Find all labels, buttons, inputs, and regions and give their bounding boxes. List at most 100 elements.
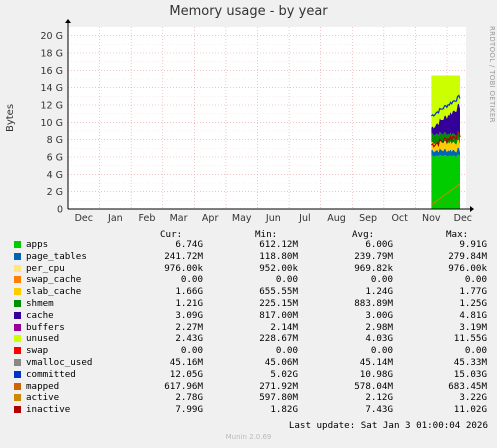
legend-series-name: swap_cache	[26, 274, 82, 286]
legend-value-max: 976.00k	[448, 262, 487, 274]
legend-value-cur: 12.05G	[169, 368, 203, 380]
legend-row-vmalloc-used: vmalloc_used 45.16M 45.06M 45.14M 45.33M	[0, 357, 497, 369]
legend-value-max: 11.02G	[453, 404, 487, 416]
legend-header-cur: Cur:	[160, 229, 183, 240]
legend-value-avg: 578.04M	[354, 380, 393, 392]
legend-row-slab-cache: slab_cache 1.66G 655.55M 1.24G 1.77G	[0, 286, 497, 298]
legend-value-avg: 969.82k	[354, 262, 393, 274]
legend-value-max: 1.25G	[459, 298, 487, 309]
legend-swatch	[14, 264, 21, 272]
x-axis-arrow	[470, 206, 474, 212]
area-apps	[431, 154, 460, 209]
legend-series-name: per_cpu	[26, 262, 65, 274]
legend-value-avg: 4.03G	[365, 333, 393, 345]
legend-series-name: vmalloc_used	[26, 357, 93, 368]
legend-row-swap-cache: swap_cache 0.00 0.00 0.00 0.00	[0, 274, 497, 286]
legend-value-cur: 6.74G	[175, 239, 203, 250]
legend-swatch	[14, 359, 21, 366]
legend-value-cur: 0.00	[180, 345, 203, 357]
legend-swatch	[14, 300, 21, 307]
x-tick-label: Sep	[359, 213, 377, 224]
legend-value-max: 9.91G	[459, 239, 487, 250]
legend-value-min: 655.55M	[259, 286, 298, 298]
legend-value-max: 1.77G	[459, 286, 487, 298]
legend-row-active: active 2.78G 597.80M 2.12G 3.22G	[0, 392, 497, 404]
y-axis-arrow	[65, 19, 71, 23]
legend-value-min: 1.82G	[270, 404, 298, 416]
x-tick-label: Jan	[107, 213, 123, 224]
legend-value-cur: 3.09G	[175, 309, 203, 321]
x-tick-label: Oct	[391, 213, 408, 224]
legend-swatch	[14, 311, 21, 319]
legend-value-cur: 976.00k	[164, 262, 203, 274]
x-tick-label: Jun	[265, 213, 281, 224]
legend-value-min: 952.00k	[259, 262, 298, 274]
legend-value-cur: 241.72M	[164, 250, 203, 262]
legend-swatch	[14, 347, 21, 355]
legend-value-avg: 1.24G	[365, 286, 393, 298]
line-inactive	[431, 130, 461, 148]
legend-value-cur: 2.78G	[175, 392, 203, 404]
legend-swatch	[14, 252, 21, 260]
legend-value-avg: 6.00G	[365, 239, 393, 250]
legend-value-avg: 3.00G	[365, 309, 393, 321]
legend-value-min: 597.80M	[259, 392, 298, 404]
chart-title: Memory usage - by year	[169, 4, 328, 19]
legend-value-min: 0.00	[275, 345, 298, 357]
y-tick-label: 0	[57, 205, 63, 216]
x-tick-label: Nov	[422, 213, 441, 224]
legend-series-name: mapped	[26, 380, 60, 392]
y-tick-label: 2 G	[47, 187, 63, 198]
y-tick-label: 10 G	[41, 118, 63, 129]
legend-value-min: 45.06M	[264, 357, 298, 368]
y-tick-label: 4 G	[47, 170, 63, 181]
legend-series-name: apps	[26, 239, 49, 250]
legend-value-max: 0.00	[464, 274, 487, 286]
legend-row-committed: committed 12.05G 5.02G 10.98G 15.03G	[0, 369, 497, 381]
y-tick-label: 20 G	[41, 31, 63, 42]
y-tick-label: 12 G	[41, 101, 63, 112]
legend-series-name: shmem	[26, 298, 54, 309]
area-unused	[431, 75, 460, 129]
legend-value-cur: 1.66G	[175, 286, 203, 298]
legend-value-max: 11.55G	[453, 333, 487, 345]
legend-series-name: page_tables	[26, 250, 87, 262]
legend-value-cur: 1.21G	[175, 298, 203, 309]
legend-value-max: 3.22G	[459, 392, 487, 404]
area-shmem	[431, 131, 460, 145]
legend-value-min: 118.80M	[259, 250, 298, 262]
legend-value-min: 228.67M	[259, 333, 298, 345]
legend-header-avg: Avg:	[352, 229, 375, 240]
legend-row-cache: cache 3.09G 817.00M 3.00G 4.81G	[0, 310, 497, 322]
legend-value-min: 817.00M	[259, 309, 298, 321]
legend-swatch	[14, 370, 21, 378]
x-tick-label: Apr	[202, 213, 219, 224]
y-tick-label: 6 G	[47, 153, 63, 164]
legend-swatch	[14, 241, 21, 248]
legend-series-name: committed	[26, 368, 76, 380]
legend-value-min: 271.92M	[259, 380, 298, 392]
x-tick-label: Mar	[170, 213, 188, 224]
y-tick-label: 8 G	[47, 135, 63, 146]
legend-value-min: 2.14M	[270, 321, 298, 333]
x-tick-label: Feb	[139, 213, 156, 224]
legend-row-apps: apps 6.74G 612.12M 6.00G 9.91G	[0, 239, 497, 251]
legend-series-name: unused	[26, 333, 60, 345]
area-cache	[431, 103, 460, 136]
legend-row-shmem: shmem 1.21G 225.15M 883.89M 1.25G	[0, 298, 497, 310]
x-tick-label: Dec	[75, 213, 93, 224]
line-committed	[430, 94, 461, 117]
legend-series-name: slab_cache	[26, 286, 82, 298]
legend-series-name: cache	[26, 309, 54, 321]
legend-value-min: 612.12M	[259, 239, 298, 250]
area-slab-cache	[431, 139, 460, 153]
legend-value-cur: 2.43G	[175, 333, 203, 345]
y-tick-label: 14 G	[41, 83, 63, 94]
legend-series-name: inactive	[26, 404, 71, 416]
legend-value-avg: 45.14M	[359, 357, 393, 368]
x-tick-label: Dec	[454, 213, 472, 224]
legend-series-name: active	[26, 392, 60, 404]
legend-value-cur: 45.16M	[169, 357, 203, 368]
legend-value-avg: 883.89M	[354, 298, 393, 309]
